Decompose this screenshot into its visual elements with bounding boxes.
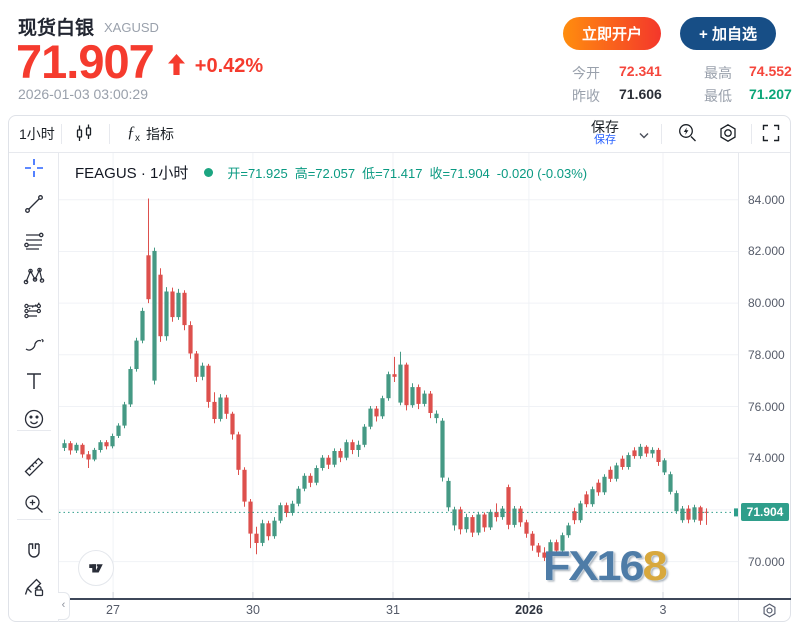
open-account-button[interactable]: 立即开户: [563, 17, 661, 50]
crosshair-tool-icon[interactable]: [22, 156, 46, 180]
chart-widget: 1小时 ƒx 指标 保存 保存: [8, 115, 791, 622]
trend-line-tool-icon[interactable]: [22, 192, 46, 216]
fx168-watermark: FX168: [543, 542, 668, 589]
page-title: 现货白银 XAGUSD: [18, 13, 159, 40]
instrument-name: 现货白银: [18, 18, 95, 39]
emoji-tool-icon[interactable]: [22, 407, 46, 431]
ruler-tool-icon[interactable]: [22, 455, 46, 479]
legend-ohlc: 开=71.925 高=72.057 低=71.417 收=71.904 -0.020 (…: [227, 163, 594, 183]
forecast-tool-icon[interactable]: [22, 297, 46, 321]
current-price: 71.907: [16, 35, 155, 88]
time-axis-label: 2026: [515, 603, 543, 617]
legend-high: 高=72.057: [294, 165, 356, 181]
instrument-symbol: XAGUSD: [104, 20, 159, 35]
axis-separator: [59, 598, 791, 600]
price-axis-label: 82.000: [748, 244, 785, 258]
stat-high-label: 最高: [704, 65, 732, 81]
stat-prevclose-label: 昨收: [572, 88, 600, 104]
flash-search-icon: [677, 122, 699, 147]
settings-button[interactable]: [717, 116, 739, 152]
chart-style-button[interactable]: [73, 116, 95, 152]
drawing-toolbar: [9, 153, 59, 622]
price-change-percent: +0.42%: [194, 55, 264, 77]
save-tooltip: 保存: [594, 134, 616, 146]
save-menu-chevron[interactable]: [639, 116, 649, 152]
chart-legend: FEAGUS · 1小时 开=71.925 高=72.057 低=71.417 收=7…: [75, 162, 594, 183]
axis-corner-divider: [738, 600, 739, 622]
time-axis-label: 3: [659, 603, 667, 617]
price-axis-label: 76.000: [748, 400, 785, 414]
time-axis-label: 31: [386, 603, 400, 617]
legend-low: 低=71.417: [362, 165, 423, 181]
candlestick-style-icon: [73, 122, 95, 147]
chart-toolbar: 1小时 ƒx 指标 保存 保存: [9, 116, 790, 153]
legend-close: 收=71.904: [429, 165, 490, 181]
stat-low-value: 71.207: [749, 86, 792, 102]
price-axis-label: 84.000: [748, 193, 785, 207]
price-axis-label: 74.000: [748, 451, 785, 465]
price-block: 71.907 +0.42%: [16, 34, 263, 89]
brush-tool-icon[interactable]: [22, 332, 46, 356]
price-axis-label: 80.000: [748, 296, 785, 310]
toolbar-divider: [661, 124, 662, 144]
legend-open: 开=71.925: [227, 165, 288, 181]
stat-open-value: 72.341: [619, 63, 662, 79]
zoom-in-tool-icon[interactable]: [22, 492, 46, 516]
panel-collapse-handle[interactable]: ‹: [58, 592, 70, 620]
price-axis-label: 70.000: [748, 555, 785, 569]
xabcd-pattern-tool-icon[interactable]: [22, 264, 46, 288]
up-arrow-icon: [167, 53, 185, 80]
add-watchlist-button[interactable]: + 加自选: [680, 17, 776, 50]
price-axis-label: 78.000: [748, 348, 785, 362]
indicators-button[interactable]: ƒx 指标: [127, 124, 174, 144]
time-axis[interactable]: 27 30 31 2026 3: [59, 600, 791, 622]
interval-button[interactable]: 1小时: [19, 126, 55, 142]
quick-search-button[interactable]: [677, 116, 699, 152]
gear-icon: [717, 122, 739, 147]
fx-icon: ƒx: [127, 124, 140, 144]
fullscreen-icon: [761, 123, 781, 146]
axis-settings-icon[interactable]: [761, 602, 778, 624]
sidebar-divider: [17, 430, 51, 431]
magnet-tool-icon[interactable]: [22, 540, 46, 564]
quote-timestamp: 2026-01-03 03:00:29: [18, 86, 148, 102]
price-axis[interactable]: 84.000 82.000 80.000 78.000 76.000 74.000 70.0…: [738, 153, 791, 598]
toolbar-divider: [61, 124, 62, 144]
stat-high-value: 74.552: [749, 63, 792, 79]
lock-drawings-tool-icon[interactable]: [22, 574, 46, 598]
current-price-label: 71.904: [741, 503, 789, 521]
candlestick-chart[interactable]: [59, 153, 738, 598]
toolbar-divider: [109, 124, 110, 144]
stat-open-label: 今开: [572, 65, 600, 81]
chevron-down-icon: [639, 126, 649, 142]
stat-prevclose-value: 71.606: [619, 86, 662, 102]
fullscreen-button[interactable]: [761, 116, 781, 152]
text-tool-icon[interactable]: [22, 369, 46, 393]
market-status-icon: [204, 168, 214, 177]
fib-retracement-tool-icon[interactable]: [22, 229, 46, 253]
time-axis-label: 27: [106, 603, 120, 617]
toolbar-divider: [751, 124, 752, 144]
stat-low-label: 最低: [704, 88, 732, 104]
time-axis-label: 30: [246, 603, 260, 617]
tradingview-logo[interactable]: [78, 550, 114, 586]
legend-change: -0.020 (-0.03%): [496, 165, 588, 181]
sidebar-divider: [17, 519, 51, 520]
legend-symbol[interactable]: FEAGUS · 1小时: [75, 165, 189, 182]
save-button[interactable]: 保存 保存: [591, 119, 619, 146]
